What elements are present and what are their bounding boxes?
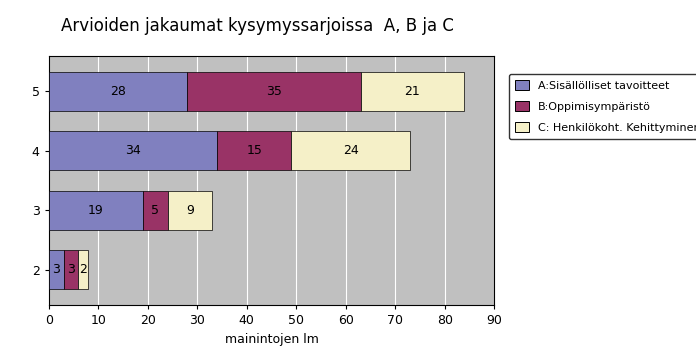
Bar — [49, 191, 143, 229]
Text: 2: 2 — [79, 263, 87, 276]
Text: 3: 3 — [52, 263, 60, 276]
Bar — [79, 250, 88, 289]
Bar — [168, 191, 212, 229]
Text: 21: 21 — [404, 85, 420, 98]
Bar — [143, 191, 168, 229]
X-axis label: mainintojen lm: mainintojen lm — [225, 333, 318, 346]
Text: 9: 9 — [186, 204, 193, 217]
Text: 35: 35 — [266, 85, 282, 98]
Text: 3: 3 — [67, 263, 75, 276]
Bar — [49, 250, 63, 289]
Bar — [49, 72, 187, 111]
Text: Arvioiden jakaumat kysymyssarjoissa  A, B ja C: Arvioiden jakaumat kysymyssarjoissa A, B… — [61, 17, 454, 35]
Bar — [63, 250, 79, 289]
Text: 34: 34 — [125, 144, 141, 157]
Bar — [361, 72, 464, 111]
Bar — [49, 132, 217, 170]
Legend: A:Sisällölliset tavoitteet, B:Oppimisympäristö, C: Henkilökoht. Kehittyminen: A:Sisällölliset tavoitteet, B:Oppimisymp… — [509, 74, 696, 139]
Text: 5: 5 — [151, 204, 159, 217]
Text: 19: 19 — [88, 204, 104, 217]
Text: 28: 28 — [110, 85, 126, 98]
Bar — [187, 72, 361, 111]
Text: 15: 15 — [246, 144, 262, 157]
Text: 24: 24 — [342, 144, 358, 157]
Bar — [291, 132, 410, 170]
Bar — [217, 132, 291, 170]
